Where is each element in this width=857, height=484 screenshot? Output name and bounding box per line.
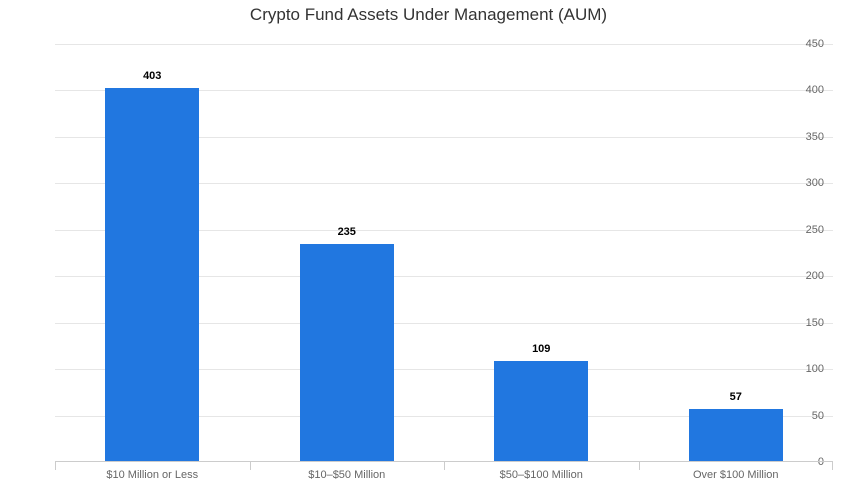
y-axis-tick-label: 400: [805, 84, 824, 97]
y-axis-tick-label: 150: [805, 316, 824, 329]
bar-value-label: 235: [337, 226, 356, 238]
x-axis-category-label: $50–$100 Million: [499, 469, 583, 481]
gridline: [55, 322, 833, 324]
x-axis-tick: [249, 462, 251, 470]
gridline: [55, 136, 833, 138]
bar-value-label: 403: [143, 70, 162, 82]
bar: [688, 409, 783, 462]
x-axis-line: [55, 461, 833, 462]
x-axis-tick: [55, 462, 56, 470]
gridline: [55, 276, 833, 278]
x-axis-tick: [832, 462, 833, 470]
y-axis-tick-label: 450: [805, 38, 824, 50]
y-axis-tick-label: 200: [805, 270, 824, 283]
bar-value-label: 57: [729, 391, 742, 403]
gridline: [55, 44, 833, 45]
bar-value-label: 109: [532, 343, 551, 355]
x-axis-category-label: $10–$50 Million: [308, 469, 386, 481]
gridline: [55, 90, 833, 92]
y-axis-tick-label: 0: [817, 456, 824, 468]
y-axis-tick-label: 50: [811, 409, 824, 422]
x-axis-category-label: $10 Million or Less: [106, 469, 199, 481]
gridline: [55, 369, 833, 371]
x-axis-tick: [638, 462, 640, 470]
y-axis-tick-label: 100: [805, 363, 824, 376]
x-axis-tick: [444, 462, 445, 470]
bar: [299, 244, 394, 462]
bar: [105, 88, 200, 462]
y-axis-tick-label: 300: [805, 177, 824, 190]
bar: [494, 361, 589, 462]
gridline: [55, 183, 833, 185]
gridline: [55, 229, 833, 231]
chart-title: Crypto Fund Assets Under Management (AUM…: [249, 5, 608, 24]
x-axis-category-label: Over $100 Million: [692, 469, 779, 481]
gridline: [55, 415, 833, 417]
plot-area: 0 50 100 150 200 250 300 350 400 450 403 235 109 57 …: [55, 38, 833, 481]
y-axis-tick-label: 250: [805, 223, 824, 236]
y-axis-tick-label: 350: [805, 130, 824, 143]
